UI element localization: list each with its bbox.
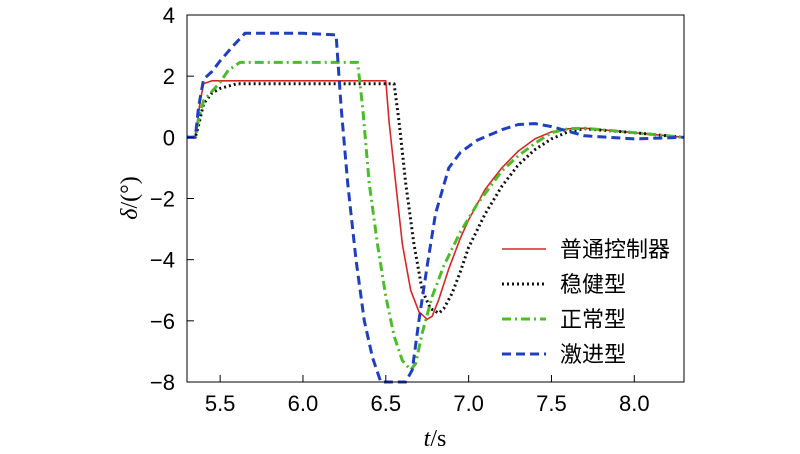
ticks-layer: 5.5 6.0 6.5 7.0 7.5 8.0 4 2 0 −2 −4 −6 −8 (150, 3, 650, 416)
x-tick-label: 5.5 (205, 391, 236, 416)
x-axis-label-unit: /s (430, 426, 446, 452)
y-axis-label-italic: δ (117, 208, 143, 220)
legend-label-0: 普通控制器 (560, 238, 670, 263)
x-tick-label: 8.0 (619, 391, 650, 416)
series-layer (187, 31, 685, 384)
y-tick-label: 4 (163, 3, 175, 28)
y-tick-label: −6 (150, 309, 175, 334)
y-tick-label: −2 (150, 187, 175, 212)
x-axis-label: t/s (424, 426, 447, 452)
series-line-1 (187, 82, 685, 315)
y-tick-label: −4 (150, 248, 175, 273)
x-tick-label: 7.5 (536, 391, 567, 416)
y-axis-label: δ/(°) (117, 176, 143, 219)
x-tick-label: 7.0 (453, 391, 484, 416)
series-line-2 (187, 60, 685, 372)
series-line-3 (187, 31, 685, 384)
y-tick-label: 2 (163, 64, 175, 89)
series-line-0 (187, 80, 685, 321)
x-axis-label-italic: t (424, 426, 432, 452)
y-tick-label: −8 (150, 370, 175, 395)
x-tick-label: 6.5 (371, 391, 402, 416)
legend-label-3: 激进型 (560, 343, 626, 368)
x-tick-label: 6.0 (288, 391, 319, 416)
y-tick-label: 0 (163, 125, 175, 150)
legend-label-2: 正常型 (560, 308, 626, 333)
legend-label-1: 稳健型 (560, 273, 626, 298)
y-axis-label-unit: /(°) (117, 176, 143, 208)
